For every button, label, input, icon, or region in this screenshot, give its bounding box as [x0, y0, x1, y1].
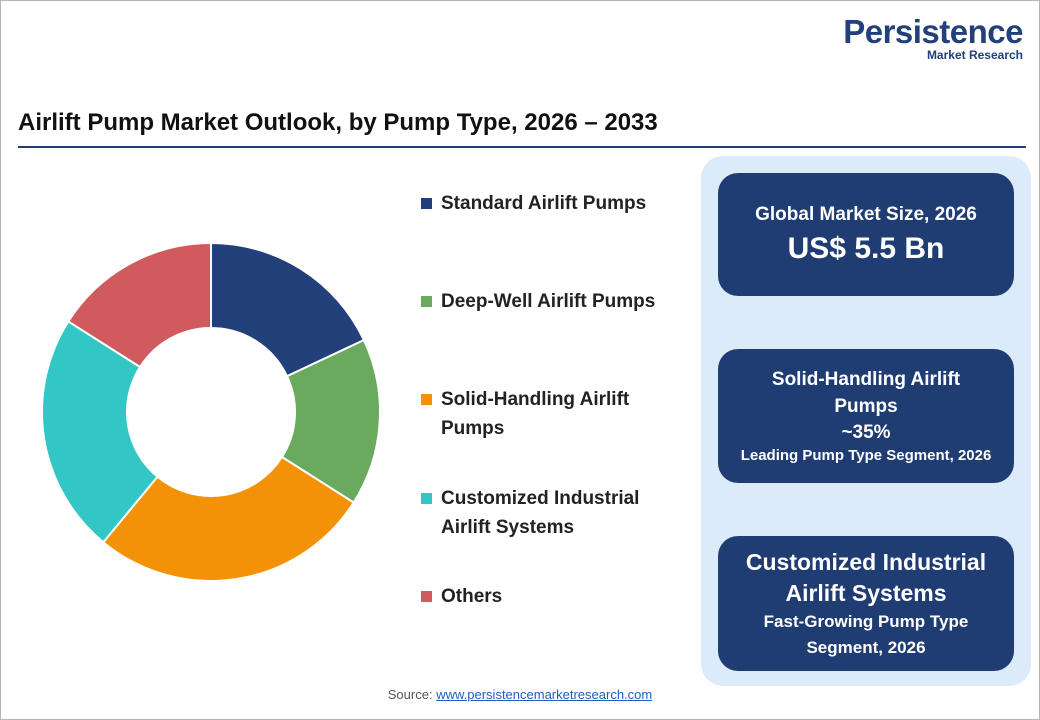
donut-slice: [101, 455, 356, 582]
legend-item: Customized Industrial Airlift Systems: [421, 484, 676, 542]
legend-swatch: [421, 296, 432, 307]
title-rule: [18, 146, 1026, 148]
card-value: ~35%: [841, 421, 891, 443]
legend-label: Deep-Well Airlift Pumps: [441, 291, 656, 312]
card: Global Market Size, 2026 US$ 5.5 Bn: [718, 173, 1014, 296]
legend-label: Solid-Handling Airlift Pumps: [441, 389, 630, 439]
donut-slice: [66, 241, 212, 369]
legend-label: Customized Industrial Airlift Systems: [441, 488, 640, 538]
donut-slice: [210, 241, 366, 378]
card-note: Fast-Growing Pump Type Segment, 2026: [763, 611, 969, 657]
card: Solid-Handling Airlift Pumps ~35% Leadin…: [718, 349, 1014, 483]
card-heading: Customized Industrial Airlift Systems: [745, 548, 987, 606]
source: Source: www.persistencemarketresearch.co…: [1, 687, 1039, 702]
legend-item: Others: [421, 582, 676, 611]
logo-name: Persistence: [843, 13, 1023, 50]
legend-swatch: [421, 394, 432, 405]
legend-swatch: [421, 198, 432, 209]
card-note: Leading Pump Type Segment, 2026: [740, 446, 992, 464]
card-heading: Solid-Handling Airlift Pumps: [771, 368, 961, 417]
card-value: US$ 5.5 Bn: [787, 231, 945, 265]
logo-tagline: Market Research: [926, 48, 1023, 62]
legend-swatch: [421, 591, 432, 602]
donut-slice: [41, 320, 159, 544]
card-heading: Global Market Size, 2026: [755, 203, 977, 225]
card: Customized Industrial Airlift Systems Fa…: [718, 536, 1014, 671]
legend-label: Standard Airlift Pumps: [441, 193, 647, 214]
chart-title: Airlift Pump Market Outlook, by Pump Typ…: [18, 109, 658, 136]
source-label: Source:: [387, 687, 433, 702]
legend-label: Others: [441, 586, 503, 607]
source-link[interactable]: www.persistencemarketresearch.com: [436, 687, 653, 702]
legend-item: Solid-Handling Airlift Pumps: [421, 385, 676, 443]
legend-item: Standard Airlift Pumps: [421, 189, 676, 218]
legend-item: Deep-Well Airlift Pumps: [421, 287, 676, 316]
donut-chart: [41, 241, 381, 582]
legend-swatch: [421, 493, 432, 504]
